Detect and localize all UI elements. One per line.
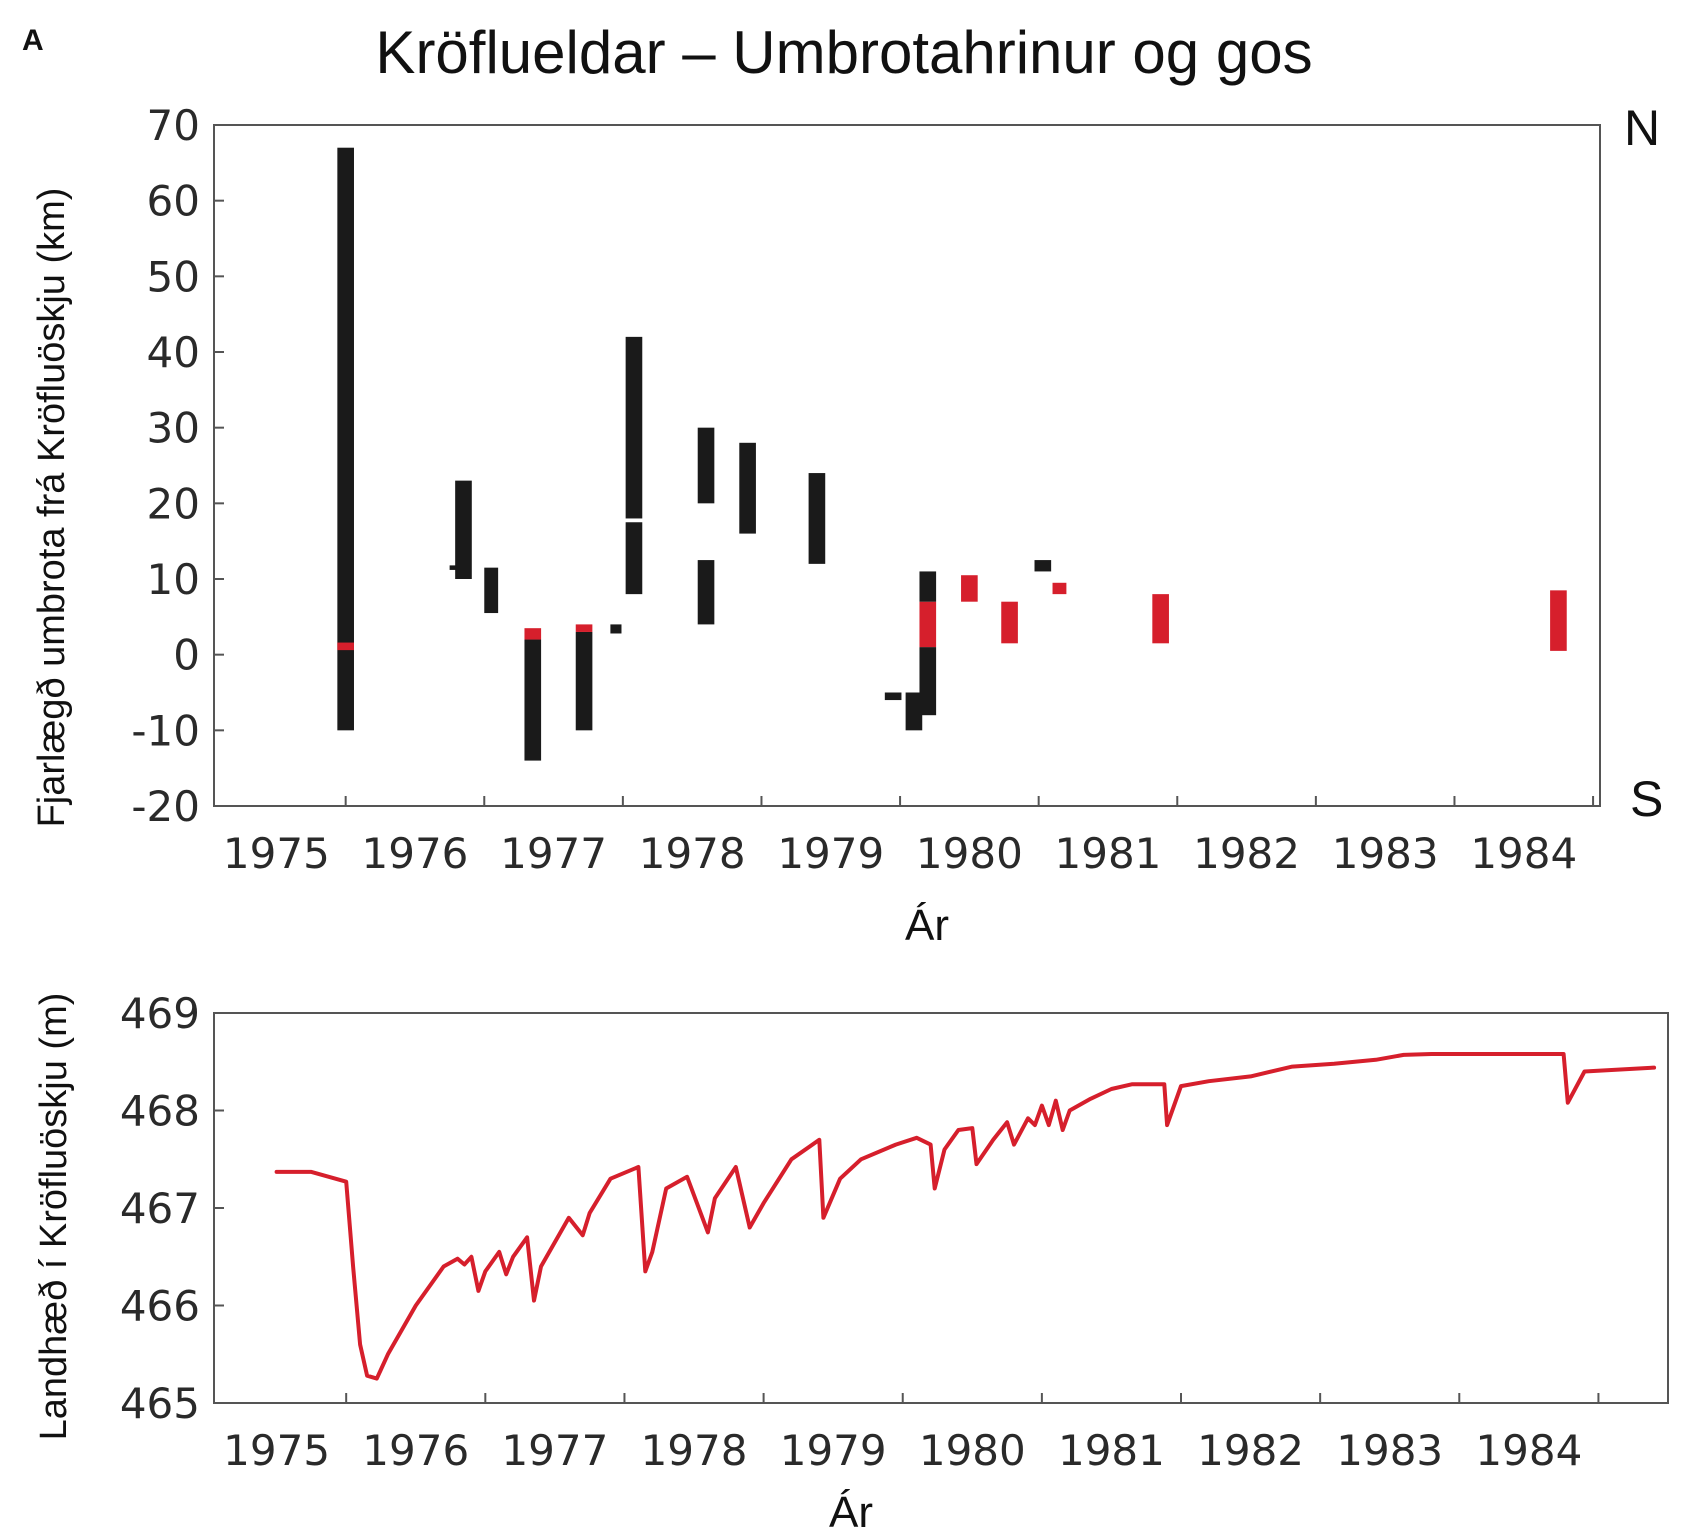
x-tick-label: 1978: [641, 1426, 748, 1475]
y-axis-title: Fjarlægð umbrota frá Kröfluöskju (km): [31, 188, 73, 828]
south-label: S: [1630, 771, 1663, 827]
x-tick-label: 1982: [1197, 1426, 1304, 1475]
x-tick-label: 1977: [500, 829, 607, 878]
x-tick-label: 1979: [777, 829, 884, 878]
x-tick-label: 1983: [1336, 1426, 1443, 1475]
north-label: N: [1624, 100, 1660, 156]
y-tick-label: 20: [147, 479, 200, 528]
eruption-bar: [1052, 582, 1067, 595]
x-tick-label: 1984: [1470, 829, 1577, 878]
x-tick-label: 1982: [1193, 829, 1300, 878]
intrusion-bar: [808, 473, 826, 564]
y-tick-label: 40: [147, 328, 200, 377]
plot-frame: [213, 1012, 1669, 1404]
panel-label: A: [22, 24, 44, 57]
eruption-bar: [524, 628, 542, 640]
eruption-bar: [1550, 590, 1567, 651]
y-axis-title: Landhæð í Kröfluöskju (m): [33, 993, 75, 1441]
x-tick-label: 1981: [1055, 829, 1162, 878]
x-tick-label: 1980: [916, 829, 1023, 878]
eruption-bar: [961, 575, 978, 602]
y-tick-label: -20: [131, 782, 200, 831]
intrusion-bar: [919, 571, 937, 602]
intrusion-bar: [625, 522, 643, 595]
eruption-bar: [1001, 601, 1018, 644]
x-tick-label: 1976: [362, 1426, 469, 1475]
y-tick-label: 50: [147, 252, 200, 301]
y-tick-label: 60: [147, 177, 200, 226]
y-tick-label: 468: [120, 1087, 200, 1136]
x-tick-label: 1980: [919, 1426, 1026, 1475]
y-tick-label: 70: [147, 101, 200, 150]
intrusion-bar: [610, 624, 622, 634]
y-tick-label: 467: [120, 1184, 200, 1233]
y-tick-label: 10: [147, 555, 200, 604]
x-tick-label: 1977: [501, 1426, 608, 1475]
eruption-bar: [1152, 594, 1169, 644]
x-tick-label: 1984: [1475, 1426, 1582, 1475]
y-tick-label: 30: [147, 404, 200, 453]
intrusion-bar: [905, 692, 923, 731]
plot-frame: [213, 124, 1601, 807]
y-tick-label: 465: [120, 1379, 200, 1428]
y-tick-label: 0: [173, 631, 200, 680]
intrusion-bar: [455, 480, 472, 579]
x-tick-label: 1975: [223, 829, 330, 878]
bottom-chart: 469 468 467 466 465 1975 1976 1977 1978 1979 1980 1…: [33, 989, 1669, 1537]
x-tick-label: 1983: [1332, 829, 1439, 878]
intrusion-bar: [524, 639, 542, 761]
x-tick-label: 1979: [780, 1426, 887, 1475]
intrusion-bar: [337, 147, 354, 731]
intrusion-bar: [1034, 560, 1052, 572]
intrusion-bar: [697, 560, 715, 625]
eruption-bar: [919, 601, 937, 648]
x-tick-label: 1975: [223, 1426, 330, 1475]
uplift-series-line: [274, 1052, 1657, 1381]
intrusion-bar: [625, 336, 643, 519]
y-tick-label: -10: [131, 706, 200, 755]
eruption-bar: [575, 624, 593, 632]
intrusion-bar: [884, 692, 902, 701]
intrusion-bar: [739, 442, 756, 534]
x-tick-label: 1981: [1058, 1426, 1165, 1475]
eruption-bar: [337, 642, 354, 651]
intrusion-bar: [575, 631, 593, 731]
y-tick-label: 469: [120, 989, 200, 1038]
top-chart: 70 60 50 40 30 20 10 0 -10 -20 1975 1976 1977 1978 197…: [31, 100, 1663, 950]
x-axis-title: Ár: [905, 901, 949, 950]
x-tick-label: 1978: [639, 829, 746, 878]
y-tick-label: 466: [120, 1282, 200, 1331]
x-tick-label: 1976: [362, 829, 469, 878]
intrusion-bar: [484, 567, 499, 614]
chart-title: Kröflueldar – Umbrotahrinur og gos: [375, 19, 1313, 86]
x-axis-title: Ár: [829, 1488, 873, 1537]
intrusion-bar: [697, 427, 715, 504]
intrusion-bar: [919, 647, 937, 716]
